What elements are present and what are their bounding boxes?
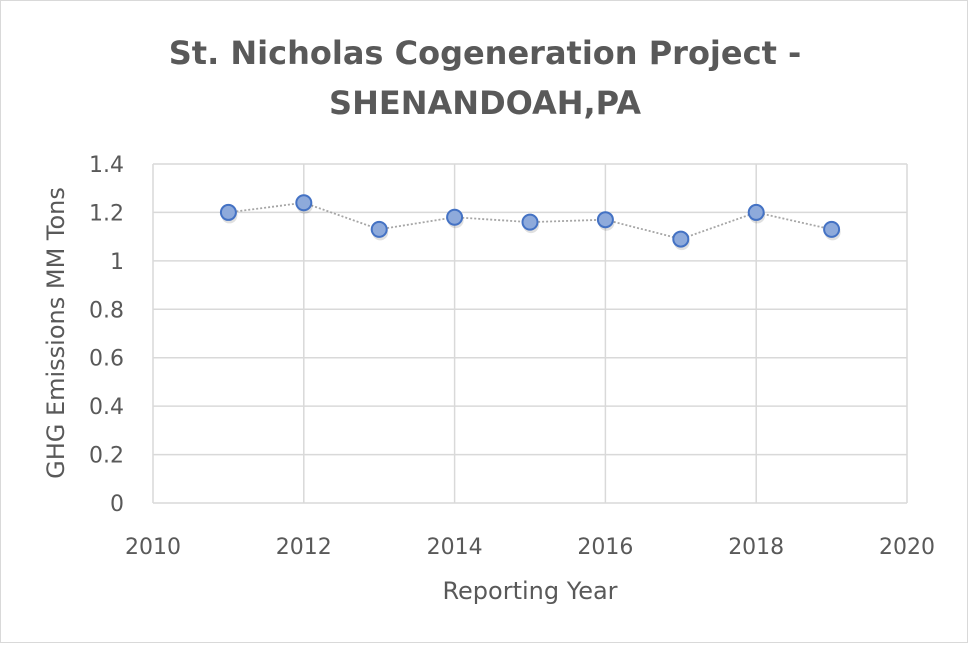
- y-tick-label: 1: [110, 250, 124, 275]
- x-tick-label: 2020: [879, 535, 935, 560]
- x-axis-label: Reporting Year: [442, 577, 617, 605]
- y-axis-label: GHG Emissions MM Tons: [42, 187, 70, 479]
- y-tick-label: 0.6: [89, 347, 124, 372]
- x-tick-label: 2010: [125, 535, 181, 560]
- chart-title-line1: St. Nicholas Cogeneration Project -: [169, 34, 802, 72]
- data-point: [672, 230, 690, 248]
- y-tick-label: 1.4: [89, 153, 124, 178]
- data-point: [446, 208, 464, 226]
- x-tick-label: 2012: [276, 535, 332, 560]
- data-point: [370, 220, 388, 238]
- y-tick-label: 0.2: [89, 444, 124, 469]
- y-tick-label: 0: [110, 492, 124, 517]
- x-tick-label: 2018: [728, 535, 784, 560]
- data-point: [521, 213, 539, 231]
- chart-title-line2: SHENANDOAH,PA: [329, 84, 641, 122]
- data-point: [596, 211, 614, 229]
- y-tick-label: 0.8: [89, 298, 124, 323]
- x-tick-label: 2016: [577, 535, 633, 560]
- data-point: [295, 194, 313, 212]
- data-point: [747, 203, 765, 221]
- y-tick-label: 1.2: [89, 201, 124, 226]
- data-point: [219, 203, 237, 221]
- data-point: [823, 220, 841, 238]
- x-tick-label: 2014: [427, 535, 483, 560]
- y-tick-label: 0.4: [89, 395, 124, 420]
